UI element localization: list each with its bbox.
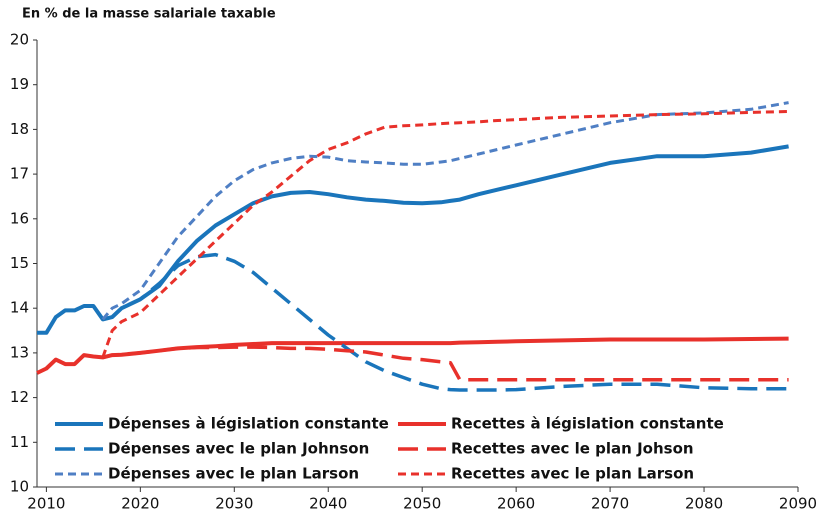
x-tick-label: 2040 (309, 495, 347, 513)
chart-title: En % de la masse salariale taxable (22, 7, 276, 22)
legend-label: Dépenses avec le plan Johnson (108, 440, 369, 458)
series-line (102, 252, 789, 392)
x-tick-label: 2050 (403, 495, 441, 513)
x-tick-label: 2070 (591, 495, 629, 513)
series-line (101, 110, 789, 358)
legend-label: Dépenses avec le plan Larson (108, 465, 359, 483)
legend-label: Dépenses à législation constante (108, 415, 389, 433)
y-tick-label: 19 (10, 75, 29, 93)
y-tick-label: 11 (10, 433, 29, 451)
y-tick-label: 18 (10, 120, 29, 138)
x-tick-label: 2010 (27, 495, 65, 513)
y-tick-label: 16 (10, 209, 29, 227)
x-tick-label: 2030 (215, 495, 253, 513)
series-line (36, 336, 789, 375)
x-tick-label: 2060 (497, 495, 535, 513)
legend-label: Recettes à législation constante (451, 415, 724, 433)
y-tick-label: 14 (10, 299, 29, 317)
y-tick-label: 20 (10, 31, 29, 49)
y-tick-label: 13 (10, 343, 29, 361)
x-tick-label: 2080 (685, 495, 723, 513)
x-tick-label: 2020 (121, 495, 159, 513)
legend-label: Recettes avec le plan Larson (451, 465, 694, 483)
y-tick-label: 12 (10, 388, 29, 406)
legend-label: Recettes avec le plan Johson (451, 440, 694, 458)
series-line (101, 101, 789, 321)
y-tick-label: 17 (10, 165, 29, 183)
series-line (102, 345, 789, 382)
y-tick-label: 15 (10, 254, 29, 272)
legend-box (47, 405, 799, 485)
y-tick-label: 10 (10, 478, 29, 496)
x-tick-label: 2090 (779, 495, 817, 513)
series-line (37, 144, 789, 335)
